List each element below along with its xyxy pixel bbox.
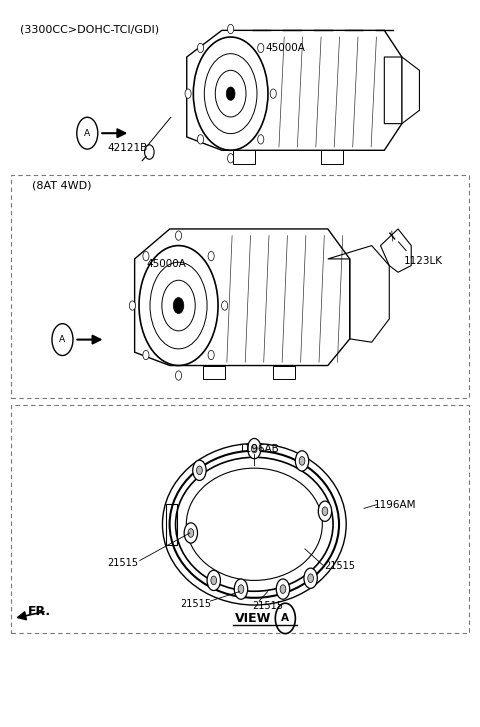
Circle shape (211, 576, 216, 585)
Bar (11, 405, 469, 633)
Circle shape (193, 460, 206, 481)
Circle shape (234, 579, 248, 599)
Text: 42121B: 42121B (108, 143, 148, 153)
Circle shape (276, 579, 289, 599)
Text: 1196AB: 1196AB (239, 444, 279, 454)
Circle shape (322, 507, 328, 515)
Circle shape (176, 371, 181, 380)
Text: VIEW: VIEW (235, 612, 272, 625)
Text: A: A (60, 335, 66, 344)
Circle shape (197, 134, 204, 144)
Circle shape (270, 89, 276, 98)
Text: (8AT 4WD): (8AT 4WD) (33, 181, 92, 191)
Circle shape (130, 301, 135, 310)
Text: 1123LK: 1123LK (404, 256, 443, 265)
Text: 45000A: 45000A (146, 259, 186, 268)
Circle shape (173, 297, 184, 313)
Text: FR.: FR. (28, 605, 51, 618)
Bar (11, 175, 469, 398)
Text: 21515: 21515 (180, 599, 212, 609)
Text: A: A (281, 614, 289, 624)
Circle shape (258, 44, 264, 52)
Circle shape (226, 87, 235, 100)
Circle shape (197, 466, 202, 475)
Circle shape (184, 523, 198, 543)
Circle shape (143, 252, 149, 261)
Circle shape (308, 574, 313, 582)
Text: 1196AM: 1196AM (374, 499, 416, 510)
Text: 21515: 21515 (324, 561, 356, 571)
Circle shape (258, 134, 264, 144)
Circle shape (185, 89, 191, 98)
Text: A: A (84, 129, 90, 137)
Circle shape (197, 44, 204, 52)
Circle shape (228, 153, 234, 163)
Circle shape (208, 252, 214, 261)
Circle shape (304, 568, 317, 588)
Circle shape (299, 457, 305, 465)
Text: 45000A: 45000A (265, 44, 305, 54)
Bar (166, 504, 177, 545)
Circle shape (188, 529, 194, 537)
Circle shape (280, 585, 286, 593)
Circle shape (222, 301, 228, 310)
Circle shape (208, 350, 214, 360)
Circle shape (252, 444, 257, 453)
Text: (3300CC>DOHC-TCI/GDI): (3300CC>DOHC-TCI/GDI) (21, 25, 160, 35)
Text: 21515: 21515 (108, 558, 139, 568)
Circle shape (238, 585, 244, 593)
Circle shape (228, 25, 234, 33)
Circle shape (248, 438, 261, 459)
Circle shape (207, 570, 220, 590)
Circle shape (176, 231, 181, 240)
Text: 21515: 21515 (252, 601, 283, 611)
Circle shape (143, 350, 149, 360)
Circle shape (318, 501, 332, 521)
Circle shape (295, 451, 309, 471)
